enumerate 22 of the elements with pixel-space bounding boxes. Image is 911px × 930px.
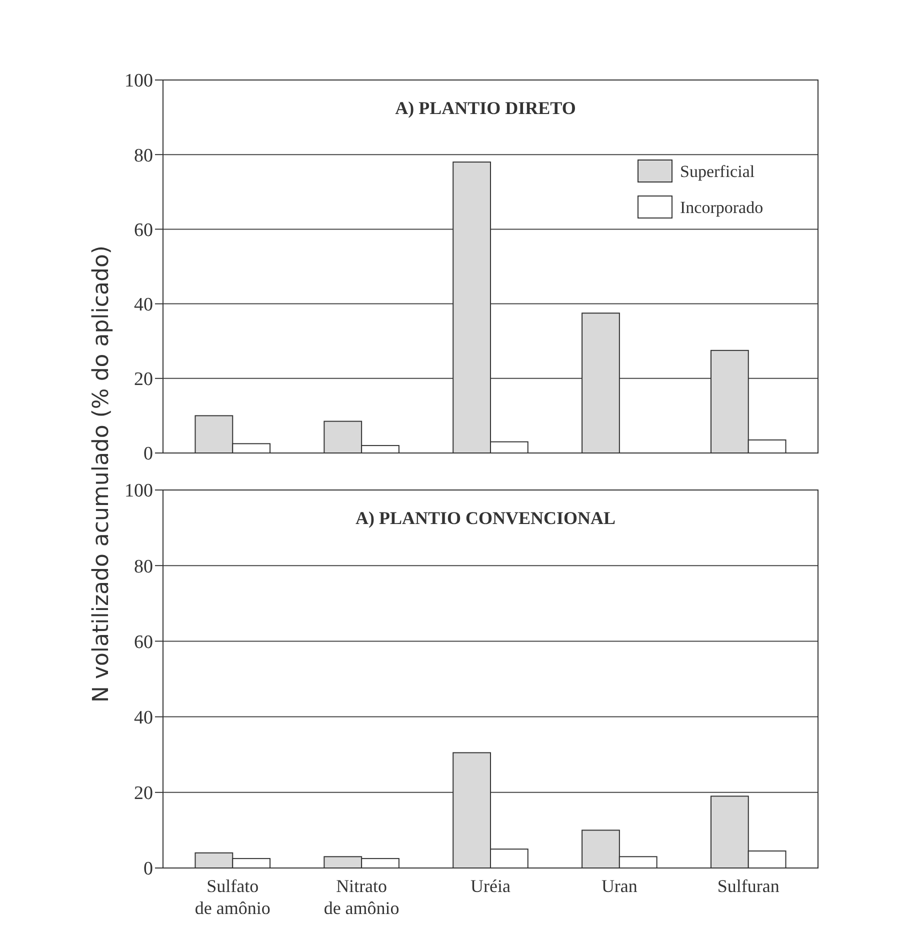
y-tick-label: 60 xyxy=(134,632,153,653)
text: A) PLANTIO DIRETO xyxy=(395,98,576,118)
y-tick-label: 40 xyxy=(134,294,153,316)
x-tick-label: Uréia xyxy=(470,876,510,896)
y-tick-label: 0 xyxy=(144,444,153,465)
y-tick-label: 20 xyxy=(134,369,153,390)
x-tick-label: Sulfuran xyxy=(717,876,780,896)
x-tick-label: Nitrato de amônio xyxy=(324,876,400,918)
y-tick-label: 100 xyxy=(124,480,153,502)
legend-label: Incorporado xyxy=(680,198,764,217)
y-tick-label: 80 xyxy=(134,145,153,166)
y-tick-label: 20 xyxy=(134,783,153,804)
x-tick-label: Sulfato de amônio xyxy=(194,876,270,918)
y-tick-label: 40 xyxy=(134,707,153,728)
x-tick-label: Uran xyxy=(601,876,638,896)
y-tick-label: 60 xyxy=(134,220,153,241)
text: A) PLANTIO CONVENCIONAL xyxy=(355,508,616,528)
y-tick-label: 100 xyxy=(124,70,153,92)
y-tick-label: 80 xyxy=(134,556,153,578)
y-tick-label: 0 xyxy=(144,858,153,880)
y-axis-title: N volatilizado acumulado (% do aplicado) xyxy=(89,246,114,702)
legend-label: Superficial xyxy=(680,162,755,181)
